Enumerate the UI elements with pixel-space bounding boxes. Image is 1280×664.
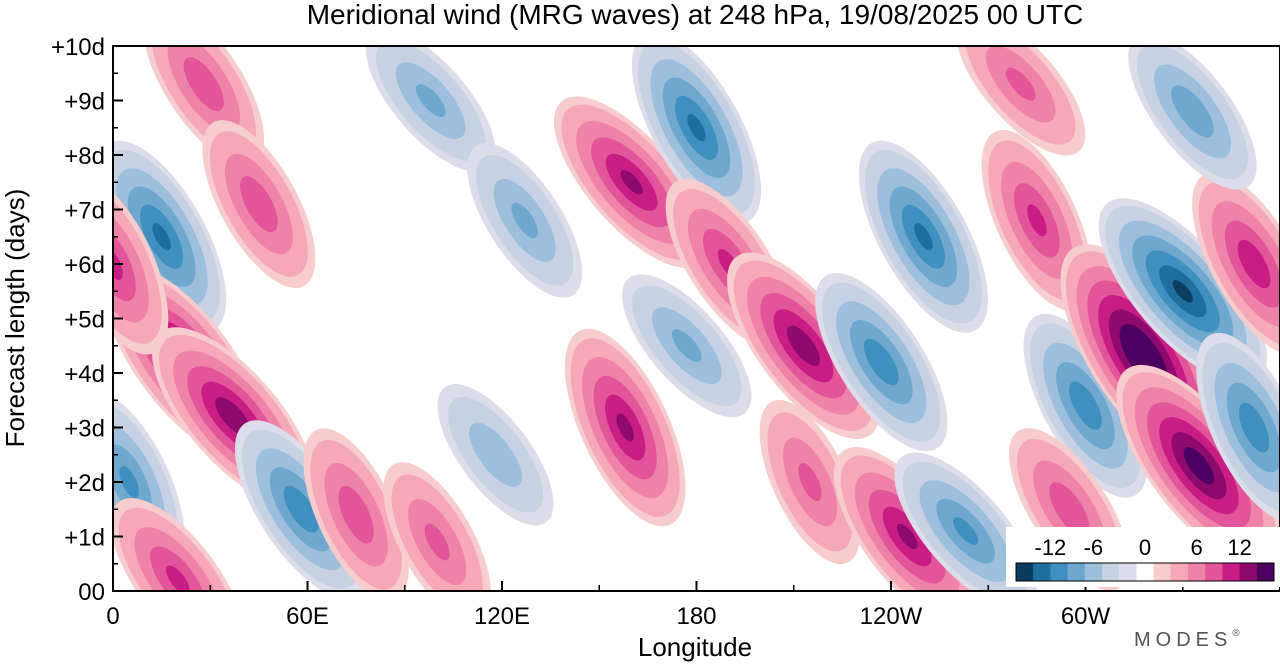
colorbar-frame <box>1015 562 1275 582</box>
contour-band <box>165 565 190 591</box>
colorbar-swatch <box>1205 563 1223 581</box>
y-tick-label: +10d <box>51 34 105 61</box>
x-tick-label: 60W <box>1061 603 1111 630</box>
colorbar-swatch <box>1136 563 1155 581</box>
colorbar-label: 0 <box>1139 535 1151 560</box>
contour-band <box>1005 67 1036 101</box>
wind-anomaly <box>858 140 989 333</box>
contour-band <box>152 223 171 251</box>
y-tick-label: +3d <box>64 416 105 443</box>
wind-anomaly <box>727 252 880 439</box>
y-tick-label: +7d <box>64 198 105 225</box>
x-tick-label: 120E <box>474 603 530 630</box>
colorbar: -12 -6 0 6 12 <box>1006 527 1280 587</box>
contour-band <box>798 463 822 501</box>
contour-band <box>424 523 450 561</box>
contour-band <box>240 176 278 233</box>
colorbar-label: 6 <box>1190 535 1202 560</box>
contour-band <box>687 114 706 142</box>
colorbar-swatch <box>1256 563 1275 581</box>
y-tick-label: +4d <box>64 361 105 388</box>
wind-anomaly <box>833 447 981 591</box>
wind-anomaly <box>1128 46 1257 190</box>
x-tick-label: 120W <box>860 603 923 630</box>
contour-band <box>415 84 446 117</box>
contour-band <box>620 169 643 195</box>
colorbar-label: -6 <box>1084 535 1104 560</box>
contour-band <box>1172 280 1193 303</box>
y-tick-label: 00 <box>78 579 105 606</box>
contour-band <box>1171 85 1214 138</box>
wind-anomaly <box>383 462 491 591</box>
wind-anomaly <box>202 120 316 288</box>
wind-anomaly <box>815 273 948 452</box>
colorbar-swatch <box>1222 563 1241 581</box>
y-tick-label: +6d <box>64 252 105 279</box>
colorbar-swatch <box>1119 563 1137 581</box>
colorbar-swatch <box>1067 563 1086 581</box>
wind-anomaly <box>1023 313 1148 498</box>
colorbar-swatch <box>1033 563 1051 581</box>
wind-anomaly <box>631 46 762 224</box>
x-tick-label: 60E <box>286 603 329 630</box>
chart-title: Meridional wind (MRG waves) at 248 hPa, … <box>307 0 1084 30</box>
modes-logo: MODES® <box>1134 628 1245 651</box>
x-tick-label: 180 <box>676 603 716 630</box>
y-axis: 00 +1d +2d +3d +4d +5d +6d +7d +8d +9d +10d <box>51 34 123 606</box>
colorbar-swatch <box>1170 563 1189 581</box>
contour-band <box>863 338 899 386</box>
wind-anomaly <box>622 274 752 418</box>
wind-anomaly <box>759 399 861 565</box>
contour-band <box>953 517 979 545</box>
colorbar-swatch <box>1153 563 1172 581</box>
wind-anomaly <box>113 498 246 591</box>
contour-band <box>283 485 319 533</box>
contour-band <box>896 523 918 550</box>
y-tick-label: +5d <box>64 307 105 334</box>
wind-anomaly <box>303 428 409 591</box>
contour-band <box>469 422 522 487</box>
colorbar-swatch <box>1016 563 1034 581</box>
wind-anomaly <box>467 143 583 298</box>
colorbar-swatch <box>1102 563 1120 581</box>
contour-band <box>511 202 538 239</box>
contour-band <box>1237 239 1271 289</box>
wind-anomaly <box>956 46 1086 156</box>
wind-anomaly <box>437 384 554 526</box>
colorbar-label: 12 <box>1227 535 1251 560</box>
colorbar-swatch <box>1050 563 1069 581</box>
y-tick-label: +2d <box>64 470 105 497</box>
contour-band <box>671 329 702 363</box>
contour-band <box>1027 204 1047 237</box>
contour-band <box>786 325 821 367</box>
contour-band <box>1183 446 1215 485</box>
x-axis-label: Longitude <box>638 632 752 662</box>
contour-band <box>183 57 224 112</box>
wind-anomaly <box>366 46 496 172</box>
contour-band <box>1069 381 1102 430</box>
contour-band <box>338 485 374 544</box>
contour-band <box>616 413 634 442</box>
wind-field <box>113 46 1280 591</box>
y-tick-label: +8d <box>64 143 105 170</box>
colorbar-swatch <box>1239 563 1258 581</box>
y-tick-label: +9d <box>64 89 105 116</box>
y-tick-label: +1d <box>64 525 105 552</box>
wind-anomaly <box>1116 364 1280 567</box>
wind-anomaly <box>564 328 686 527</box>
colorbar-swatch <box>1188 563 1206 581</box>
contour-band <box>914 223 933 251</box>
wind-anomaly <box>1192 172 1280 356</box>
x-tick-label: 0 <box>106 603 119 630</box>
contour-band <box>1238 402 1270 453</box>
wind-anomaly <box>113 140 227 333</box>
x-axis: 0 60E 120E 180 120W 60W <box>106 581 1184 630</box>
contour-band <box>119 466 139 498</box>
wind-anomaly <box>894 452 1037 591</box>
colorbar-swatch <box>1084 563 1103 581</box>
contour-band <box>1049 482 1090 537</box>
y-axis-label: Forecast length (days) <box>0 189 30 448</box>
colorbar-label: -12 <box>1035 535 1067 560</box>
